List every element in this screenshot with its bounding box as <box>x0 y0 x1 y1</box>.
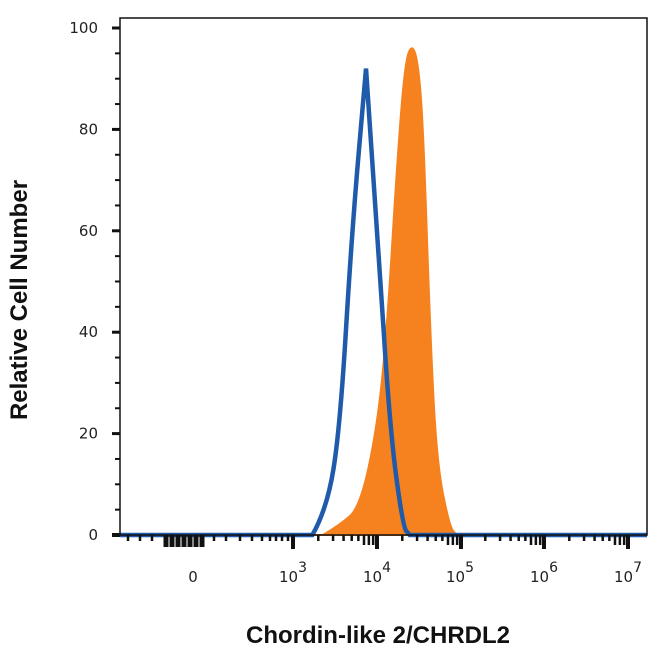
y-tick-label: 40 <box>79 323 98 341</box>
y-axis-title: Relative Cell Number <box>6 180 33 420</box>
x-axis-title: Chordin-like 2/CHRDL2 <box>246 622 510 649</box>
x-tick-label: 103 <box>279 560 307 586</box>
series-line-histogram <box>120 68 647 538</box>
x-tick-label: 0 <box>188 568 198 586</box>
y-tick-label: 60 <box>79 222 98 240</box>
plot-frame <box>119 17 648 536</box>
x-tick-label: 106 <box>530 560 558 586</box>
y-tick-label: 80 <box>79 120 98 138</box>
x-tick-label: 105 <box>446 560 474 586</box>
y-tick-label: 0 <box>88 526 98 544</box>
x-tick-label: 104 <box>363 560 391 586</box>
axes: 0 20 40 60 80 100 0 103 104 105 106 107 <box>69 17 648 586</box>
y-tick-label: 20 <box>79 425 98 443</box>
y-tick-label: 100 <box>69 19 98 37</box>
x-tick-label: 107 <box>614 560 642 586</box>
plot-area <box>120 47 647 538</box>
series-filled-histogram <box>120 47 647 536</box>
